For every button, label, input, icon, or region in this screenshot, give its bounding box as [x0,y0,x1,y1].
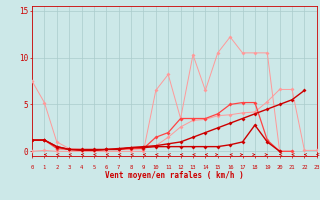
X-axis label: Vent moyen/en rafales ( km/h ): Vent moyen/en rafales ( km/h ) [105,171,244,180]
